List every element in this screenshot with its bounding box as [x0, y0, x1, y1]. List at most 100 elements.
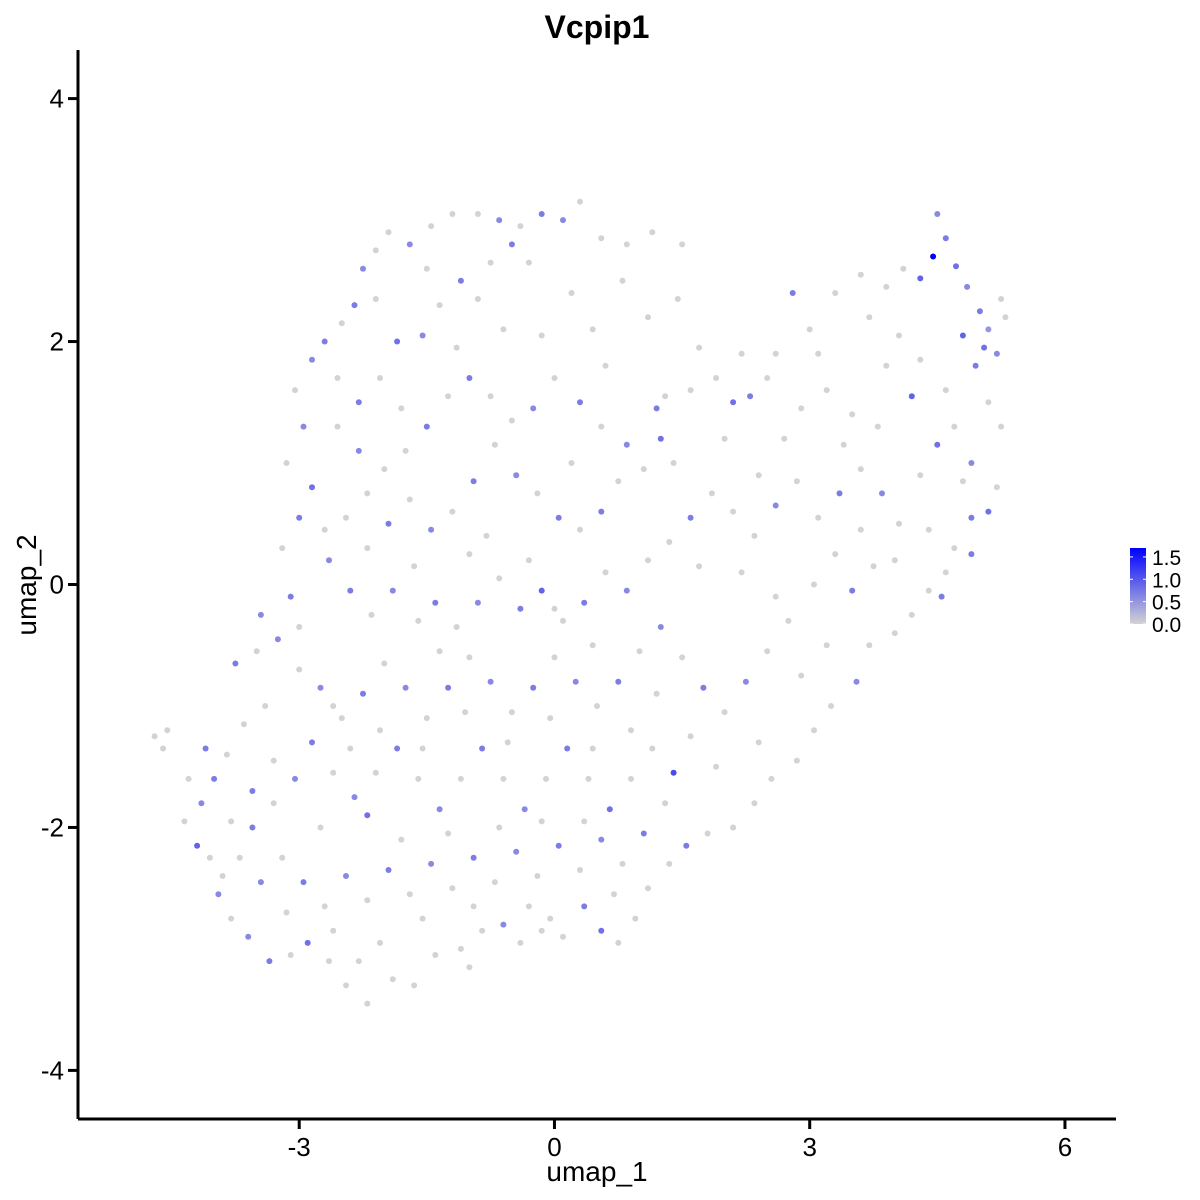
cell-point — [360, 690, 366, 697]
cell-point — [908, 611, 915, 618]
cell-point — [457, 945, 464, 952]
cell-point — [798, 405, 805, 412]
cell-point — [662, 800, 669, 807]
cell-point — [581, 903, 588, 910]
cell-point — [738, 569, 745, 576]
cell-point — [198, 800, 205, 807]
cell-point — [466, 654, 473, 661]
cell-point — [385, 867, 392, 873]
cell-point — [381, 660, 388, 667]
cell-point — [389, 976, 396, 983]
cell-point — [270, 757, 277, 764]
cell-point — [470, 478, 477, 485]
cell-point — [394, 745, 401, 752]
cell-point — [317, 684, 324, 691]
cell-point — [428, 526, 435, 533]
y-tick-label: -4 — [41, 1055, 64, 1085]
cell-point — [428, 860, 435, 867]
cell-point — [959, 478, 966, 485]
cell-point — [772, 593, 779, 600]
cell-point — [270, 800, 277, 807]
cell-point — [696, 344, 703, 351]
cell-point — [364, 545, 371, 552]
cell-point — [577, 526, 583, 533]
cell-point — [372, 296, 379, 302]
cell-point — [751, 800, 758, 807]
cell-point — [598, 836, 605, 843]
cell-point — [389, 587, 396, 594]
x-tick-label: 6 — [1058, 1132, 1072, 1162]
cell-point — [487, 259, 494, 266]
cell-point — [623, 441, 630, 448]
cell-point — [211, 775, 218, 782]
cell-point — [623, 587, 630, 594]
legend-label: 1.0 — [1152, 569, 1181, 592]
cell-point — [730, 824, 737, 831]
cell-point — [577, 399, 583, 406]
cell-point — [364, 897, 371, 904]
points-layer — [151, 198, 1009, 1007]
cell-point — [981, 344, 988, 351]
cell-point — [953, 263, 959, 270]
y-tick-label: -2 — [41, 812, 64, 842]
cell-point — [738, 350, 745, 357]
cell-point — [496, 824, 503, 831]
cell-point — [602, 569, 609, 576]
cell-point — [606, 806, 613, 813]
cell-point — [811, 581, 817, 588]
cell-point — [334, 423, 341, 430]
cell-point — [823, 642, 830, 649]
cell-point — [662, 393, 669, 400]
cell-point — [896, 520, 902, 527]
cell-point — [925, 526, 932, 533]
cell-point — [436, 806, 443, 813]
cell-point — [491, 441, 498, 448]
cell-point — [419, 332, 426, 339]
cell-point — [330, 703, 337, 709]
cell-point — [615, 678, 622, 685]
cell-point — [406, 241, 413, 248]
cell-point — [555, 514, 562, 521]
cell-point — [917, 472, 924, 479]
cell-point — [942, 235, 949, 242]
cell-point — [657, 435, 664, 442]
cell-point — [321, 526, 328, 533]
cell-point — [836, 490, 843, 497]
cell-point — [538, 818, 545, 825]
cell-point — [589, 642, 596, 649]
cell-point — [551, 605, 558, 612]
cell-point — [466, 964, 473, 971]
cell-point — [423, 423, 430, 430]
cell-point — [470, 854, 477, 861]
cell-point — [504, 739, 511, 746]
y-tick-label: 4 — [50, 84, 64, 114]
cell-point — [334, 375, 341, 381]
cell-point — [611, 891, 617, 898]
cell-point — [602, 362, 609, 369]
cell-point — [670, 769, 677, 776]
cell-point — [423, 715, 430, 722]
x-tick-label: -3 — [288, 1132, 311, 1162]
cell-point — [853, 678, 860, 685]
cell-point — [560, 217, 566, 224]
cell-point — [151, 733, 158, 740]
cell-point — [257, 611, 264, 618]
cell-point — [321, 338, 328, 345]
y-tick-label: 2 — [50, 327, 64, 357]
cell-point — [266, 958, 273, 965]
cell-point — [866, 642, 873, 649]
cell-point — [457, 775, 464, 782]
cell-point — [900, 265, 907, 272]
cell-point — [917, 356, 924, 363]
cell-point — [508, 417, 515, 424]
cell-point — [679, 241, 686, 248]
y-axis: -4 -2 0 2 4 — [41, 50, 80, 1119]
cell-point — [453, 624, 460, 630]
cell-point — [653, 690, 660, 697]
cell-point — [232, 660, 239, 667]
cell-point — [300, 423, 307, 430]
cell-point — [253, 648, 260, 655]
cell-point — [704, 830, 711, 837]
cell-point — [751, 532, 758, 539]
cell-point — [538, 587, 545, 594]
